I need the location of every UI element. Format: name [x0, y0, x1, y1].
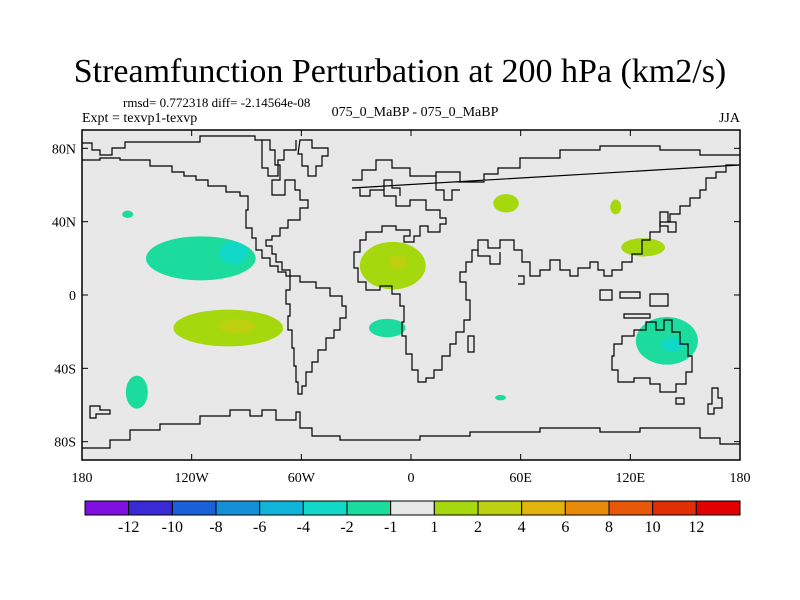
anomaly-south-pacific-core	[219, 318, 256, 334]
coastline-scandinavia	[383, 176, 460, 201]
season-label: JJA	[718, 111, 740, 126]
coastline-middle-east	[477, 250, 525, 285]
colorbar-box	[215, 500, 261, 516]
colorbar-box	[521, 500, 566, 516]
anomaly-central-asia-positive	[493, 194, 519, 213]
y-tick-label: 80S	[54, 436, 76, 451]
coastline-australia	[611, 319, 693, 393]
colorbar-box	[128, 500, 173, 516]
x-tick-label: 60W	[288, 471, 316, 486]
case-label: 075_0_MaBP - 075_0_MaBP	[331, 105, 499, 120]
anomaly-north-pacific-small-negative	[122, 210, 134, 218]
y-tick-label: 0	[69, 289, 76, 304]
colorbar: -12 -10 -8 -6 -4 -2 -1 1 2 4 6 8 10 12	[84, 500, 741, 536]
colorbar-label: 10	[645, 519, 661, 536]
colorbar-box	[564, 500, 610, 516]
colorbar-box	[171, 500, 217, 516]
colorbar-label: 6	[561, 519, 569, 536]
x-tick-label: 180	[730, 471, 751, 486]
anomaly-north-pacific-core	[219, 241, 249, 264]
colorbar-label: -4	[297, 519, 310, 536]
coastline-new-zealand	[707, 387, 723, 415]
stats-label: rmsd= 0.772318 diff= -2.14564e-08	[123, 95, 311, 110]
colorbar-box	[477, 500, 523, 516]
y-tick-label: 40S	[54, 362, 76, 377]
colorbar-box	[390, 500, 435, 516]
coastline-maritime-continent	[599, 289, 669, 319]
coastline-south-america	[285, 275, 347, 395]
coastline-eurasia-africa	[351, 145, 741, 383]
anomaly-south-pacific-west-negative	[125, 375, 148, 409]
colorbar-label: 2	[474, 519, 482, 536]
colorbar-label: 8	[605, 519, 613, 536]
experiment-label: Expt = texvp1-texvp	[82, 111, 198, 126]
colorbar-label: -10	[162, 519, 183, 536]
coastline-arctic-islands	[261, 140, 297, 177]
colorbar-label: 12	[688, 519, 704, 536]
y-tick-label: 40N	[52, 216, 76, 231]
colorbar-box	[259, 500, 304, 516]
colorbar-box	[433, 500, 479, 516]
anomaly-indian-ocean-negative	[495, 394, 507, 401]
coastline-greenland	[297, 139, 329, 177]
y-tick-label: 80N	[52, 142, 76, 157]
colorbar-label: -12	[118, 519, 139, 536]
axis-layer: 180 120W 60W 0 60E 120E 180 80N 40N 0 40S 80S	[52, 130, 751, 486]
colorbar-box	[84, 500, 130, 516]
anomaly-south-atlantic-negative	[368, 318, 406, 338]
x-tick-label: 60E	[509, 471, 532, 486]
colorbar-label: 1	[430, 519, 438, 536]
colorbar-box	[302, 500, 348, 516]
colorbar-box	[652, 500, 697, 516]
x-tick-label: 180	[72, 471, 93, 486]
coastline-antarctica	[82, 409, 740, 449]
anomaly-east-asia-positive	[610, 199, 622, 215]
coastline-tasmania	[675, 397, 685, 405]
chart-title: Streamfunction Perturbation at 200 hPa (…	[73, 53, 727, 90]
colorbar-label: 4	[518, 519, 526, 536]
colorbar-label: -2	[340, 519, 353, 536]
colorbar-box	[695, 500, 741, 516]
coastlines	[82, 135, 741, 449]
colorbar-box	[608, 500, 654, 516]
anomaly-africa-core	[389, 254, 408, 270]
anomaly-australia-core	[661, 337, 684, 352]
coastline-antarctic-peninsula	[89, 405, 111, 419]
colorbar-label: -8	[209, 519, 222, 536]
x-tick-label: 120W	[175, 471, 210, 486]
anomaly-layer	[122, 194, 698, 409]
colorbar-box	[346, 500, 392, 516]
coastline-madagascar	[467, 335, 475, 353]
x-tick-label: 0	[408, 471, 415, 486]
coastline-japan	[659, 211, 677, 233]
plot-background	[82, 130, 740, 460]
colorbar-label: -1	[384, 519, 397, 536]
x-tick-label: 120E	[616, 471, 646, 486]
coastline-north-america	[82, 135, 309, 277]
anomaly-china-positive	[621, 238, 666, 257]
colorbar-label: -6	[253, 519, 266, 536]
